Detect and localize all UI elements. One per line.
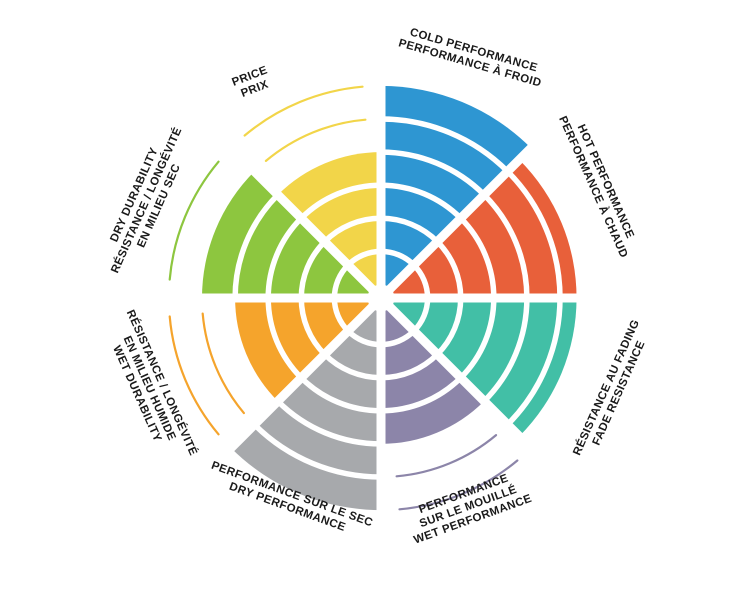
sector-divider xyxy=(377,294,543,460)
ring-separator xyxy=(380,215,440,244)
ring-separator xyxy=(435,239,464,299)
unfilled-ring-arc-wet-performance xyxy=(395,434,498,478)
unfilled-ring-arc-wet-durability xyxy=(168,315,220,436)
ring-separator xyxy=(265,297,304,380)
sector-dry-performance xyxy=(231,298,381,511)
ring-separator xyxy=(380,352,440,381)
sector-label-fade-resistance: RÉSISTANCE AU FADINGFADE RESISTANCE xyxy=(570,318,654,463)
sector-label-hot-performance: HOT PERFORMANCEPERFORMANCE À CHAUD xyxy=(556,109,642,260)
sector-label-price: PRICEPRIX xyxy=(230,64,274,101)
ring-separator xyxy=(435,297,464,357)
sector-divider xyxy=(219,136,385,302)
unfilled-ring-arc-price xyxy=(264,118,367,162)
sector-label-wet-performance: PERFORMANCESUR LE MOUILLÉWET PERFORMANCE xyxy=(403,467,534,546)
unfilled-ring-arc-dry-durability xyxy=(168,160,220,281)
ring-separator xyxy=(380,375,463,414)
ring-separator xyxy=(299,375,382,414)
sector-cold-performance xyxy=(381,85,531,299)
ring-separator xyxy=(265,216,304,299)
ring-separator xyxy=(458,297,497,380)
ring-separator xyxy=(458,216,497,299)
unfilled-ring-arc-price xyxy=(243,85,364,137)
ring-separator xyxy=(232,192,280,299)
ring-separator xyxy=(298,239,327,299)
unfilled-ring-arc-wet-performance xyxy=(398,459,519,511)
sector-divider xyxy=(219,294,385,460)
ring-separator xyxy=(299,182,382,221)
sector-label-cold-performance: COLD PERFORMANCEPERFORMANCE À FROID xyxy=(397,24,546,89)
sector-label-dry-durability: DRY DURABILITYRÉSISTANCE / LONGÉVITÉEN M… xyxy=(97,120,197,280)
ring-separator xyxy=(275,399,382,447)
ring-separator xyxy=(298,297,327,357)
unfilled-ring-arc-wet-durability xyxy=(201,312,245,415)
ring-separator xyxy=(322,215,382,244)
ring-separator xyxy=(380,116,510,174)
ring-separator xyxy=(380,149,487,197)
ring-separator xyxy=(322,352,382,381)
sector-label-line: PERFORMANCE À CHAUD xyxy=(556,114,630,260)
sector-divider xyxy=(377,136,543,302)
ring-separator xyxy=(505,297,563,427)
sector-dry-durability xyxy=(202,171,381,298)
sector-label-wet-durability: RÉSISTANCE / LONGÉVITÉEN MILIEU HUMIDEWE… xyxy=(99,308,200,469)
ring-separator xyxy=(482,297,530,404)
ring-separator xyxy=(505,169,563,299)
ring-separator xyxy=(380,182,463,221)
hub-circle xyxy=(367,284,395,312)
ring-separator xyxy=(252,422,382,480)
ring-separator xyxy=(482,192,530,299)
